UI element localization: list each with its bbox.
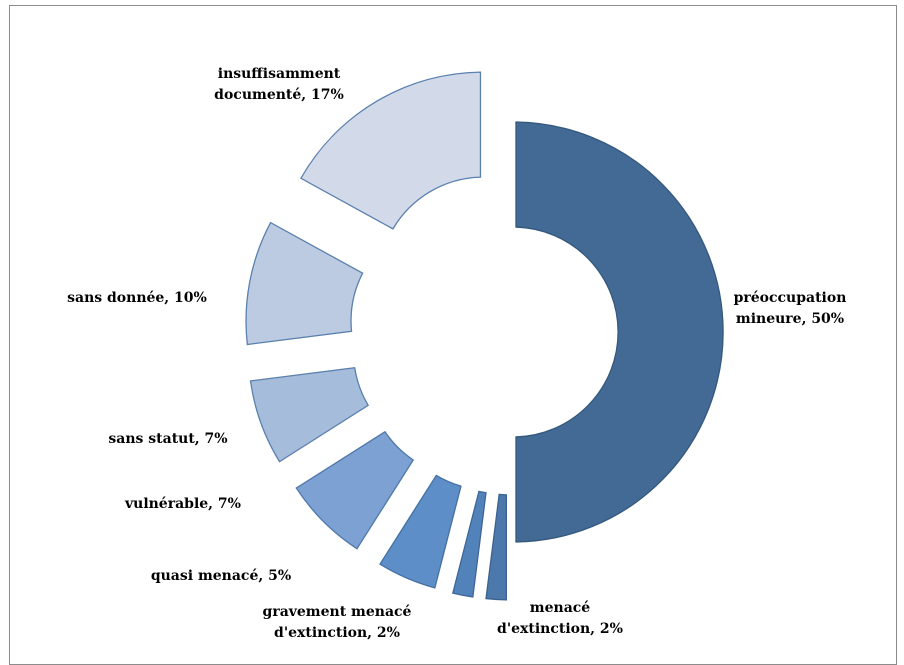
slice-insuffisamment-documenté [300,71,482,230]
slice-vulnérable [295,430,415,550]
slice-préoccupation-mineure [515,121,724,543]
slice-quasi-menacé [379,474,462,589]
slice-label: préoccupation mineure, 50% [734,290,847,327]
slice-label: sans donnée, 10% [67,290,207,306]
donut-slices [245,71,724,601]
slice-menacé-d-extinction [485,493,508,601]
slice-labels: préoccupation mineure, 50% menacé d'extinct… [67,66,846,641]
slice-sans-donnée [245,221,364,346]
slice-label: sans statut, 7% [108,431,227,447]
slice-sans-statut [249,367,370,463]
slice-label: insuffisamment documenté, 17% [214,66,344,103]
slice-label: menacé d'extinction, 2% [497,600,623,637]
slice-label: vulnérable, 7% [124,496,241,512]
slice-label: quasi menacé, 5% [151,568,291,584]
slice-label: gravement menacé d'extinction, 2% [263,604,412,641]
slice-gravement-menacé-d-extinction [452,490,487,598]
